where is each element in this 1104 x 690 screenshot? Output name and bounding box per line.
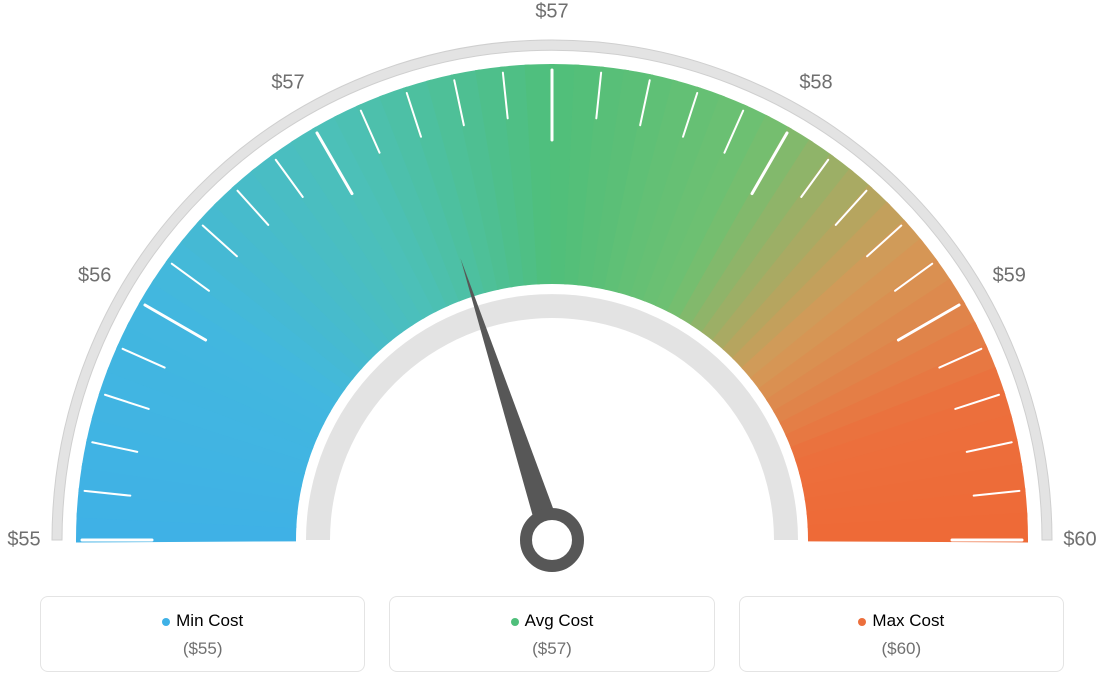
gauge-tick-label: $55: [7, 529, 40, 552]
legend-max-title: Max Cost: [750, 611, 1053, 631]
legend-avg-title: Avg Cost: [400, 611, 703, 631]
gauge-chart: $55 $56 $57 $57 $58 $59 $60: [0, 0, 1104, 580]
legend-max-value: ($60): [750, 639, 1053, 659]
legend-avg-label: Avg Cost: [525, 611, 594, 630]
legend: Min Cost ($55) Avg Cost ($57) Max Cost (…: [40, 596, 1064, 672]
gauge-tick-label: $57: [535, 1, 568, 24]
legend-min-card: Min Cost ($55): [40, 596, 365, 672]
legend-min-label: Min Cost: [176, 611, 243, 630]
legend-avg-dot: [511, 618, 519, 626]
legend-max-label: Max Cost: [872, 611, 944, 630]
legend-avg-value: ($57): [400, 639, 703, 659]
legend-max-dot: [858, 618, 866, 626]
legend-avg-card: Avg Cost ($57): [389, 596, 714, 672]
legend-min-value: ($55): [51, 639, 354, 659]
legend-min-title: Min Cost: [51, 611, 354, 631]
gauge-tick-label: $60: [1063, 529, 1096, 552]
gauge-tick-label: $59: [993, 265, 1026, 288]
cost-gauge-container: $55 $56 $57 $57 $58 $59 $60 Min Cost ($55) Avg…: [0, 0, 1104, 690]
gauge-tick-label: $57: [271, 71, 304, 94]
gauge-tick-label: $58: [799, 71, 832, 94]
gauge-tick-label: $56: [78, 265, 111, 288]
legend-min-dot: [162, 618, 170, 626]
legend-max-card: Max Cost ($60): [739, 596, 1064, 672]
